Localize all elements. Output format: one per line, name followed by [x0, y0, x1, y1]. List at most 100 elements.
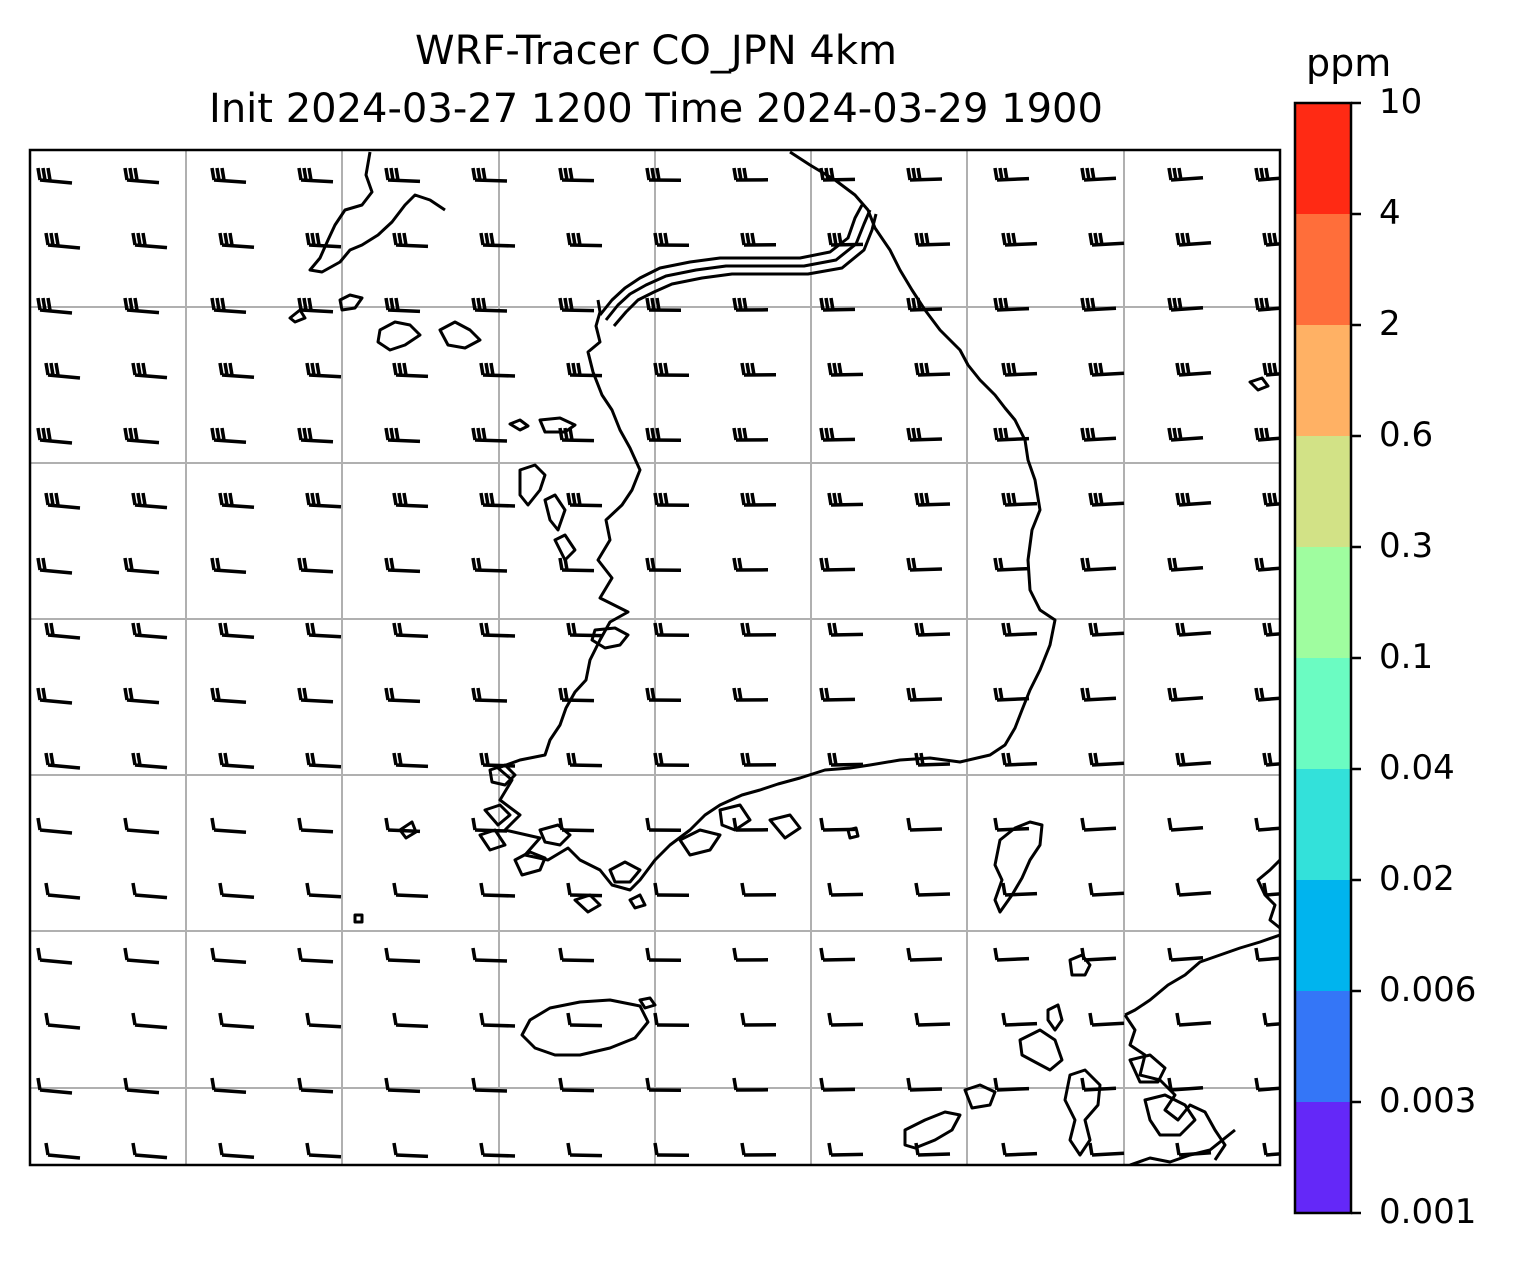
wind-barb — [1254, 817, 1280, 832]
wind-barb — [305, 362, 342, 379]
wind-barb — [1167, 557, 1204, 572]
wind-barb — [819, 947, 856, 962]
colorbar-segment — [1295, 436, 1351, 548]
wind-barb — [827, 1012, 864, 1027]
wind-barb — [558, 947, 595, 963]
wind-barb — [566, 492, 603, 508]
wind-barb — [210, 297, 247, 314]
wind-barb — [479, 1142, 516, 1158]
wind-barb — [384, 427, 421, 444]
wind-barb — [471, 427, 508, 443]
wind-barb — [558, 557, 595, 573]
wind-barb — [1175, 752, 1212, 767]
wind-barb — [36, 817, 73, 835]
wind-barb — [1175, 232, 1212, 247]
wind-barb — [1254, 557, 1280, 572]
wind-barb — [384, 297, 421, 314]
wind-barb — [471, 1077, 508, 1093]
wind-barb — [1080, 297, 1117, 312]
colorbar-segment — [1295, 1102, 1351, 1214]
colorbar-tick-label: 0.6 — [1379, 415, 1434, 455]
wind-barb — [732, 297, 769, 312]
colorbar-segment — [1295, 214, 1351, 326]
wind-barb — [645, 557, 682, 572]
wind-barb — [210, 1077, 247, 1094]
wind-barb — [827, 622, 864, 637]
colorbar-tick-label: 0.04 — [1379, 748, 1455, 788]
wind-barb — [566, 752, 603, 768]
wind-barb — [914, 232, 951, 247]
wind-barb — [297, 427, 334, 444]
wind-barb — [566, 362, 603, 378]
wind-barb — [1175, 622, 1212, 637]
wind-barb — [1001, 1142, 1038, 1157]
wind-barb — [1080, 687, 1117, 702]
wind-barb — [653, 622, 690, 637]
wind-barb — [1080, 557, 1117, 572]
wind-barb — [305, 1142, 342, 1159]
map-title-line1: WRF-Tracer CO_JPN 4km — [415, 28, 897, 74]
wind-barb — [1167, 687, 1204, 702]
wind-barb — [645, 297, 682, 312]
wind-barb — [123, 557, 160, 575]
colorbar-segment — [1295, 991, 1351, 1103]
wind-barb — [1001, 882, 1038, 897]
wind-barb — [297, 947, 334, 964]
wind-barb — [827, 362, 864, 377]
wind-barb — [819, 817, 856, 832]
wind-barb — [210, 427, 247, 444]
wind-barb — [297, 687, 334, 704]
wind-barb — [479, 362, 516, 378]
wind-barb — [732, 1077, 769, 1092]
colorbar-tick-label: 0.003 — [1379, 1081, 1477, 1121]
wind-barb — [384, 167, 421, 184]
wind-barb — [392, 1012, 429, 1029]
wind-barb — [479, 492, 516, 508]
wind-barb — [827, 492, 864, 507]
wind-barb — [44, 362, 81, 380]
wind-barb — [732, 687, 769, 702]
wind-barb — [218, 232, 255, 249]
wind-barb — [653, 882, 690, 897]
wind-barb — [36, 947, 73, 965]
wind-barb — [1254, 427, 1280, 442]
wind-barb — [218, 622, 255, 639]
wind-barb — [297, 167, 334, 184]
wind-barb — [558, 1077, 595, 1093]
wind-barb — [993, 427, 1030, 442]
wind-barb — [384, 947, 421, 964]
wind-barb — [44, 882, 81, 900]
wind-barb — [1080, 1077, 1117, 1092]
wind-barb — [123, 817, 160, 835]
wind-barb — [566, 622, 603, 638]
wind-barb — [1254, 297, 1280, 312]
wind-barb — [384, 1077, 421, 1094]
wind-barb — [653, 752, 690, 767]
wind-barb — [479, 882, 516, 898]
wind-barb — [566, 1142, 603, 1158]
wind-barb — [210, 167, 247, 184]
colorbar-segment — [1295, 103, 1351, 215]
wind-barb — [653, 492, 690, 507]
wind-barb — [906, 427, 943, 442]
wind-barb — [819, 167, 856, 182]
wind-barb — [914, 1142, 951, 1157]
wind-barb — [740, 1012, 777, 1027]
wind-barb — [131, 492, 168, 510]
wind-barb — [305, 1012, 342, 1029]
wind-barb — [392, 362, 429, 379]
wind-barb — [210, 557, 247, 574]
wind-barb — [131, 752, 168, 770]
wind-barb — [479, 232, 516, 248]
wind-barb — [305, 752, 342, 769]
wind-barb — [819, 687, 856, 702]
wind-barb — [297, 817, 334, 834]
wind-barb — [1001, 752, 1038, 767]
wind-barbs — [36, 167, 1280, 1160]
wind-barb — [732, 557, 769, 572]
wind-barb — [1001, 492, 1038, 507]
wind-barb — [131, 622, 168, 640]
map-title-line2: Init 2024-03-27 1200 Time 2024-03-29 190… — [209, 86, 1103, 132]
wind-barb — [36, 427, 73, 445]
wind-barb — [297, 1077, 334, 1094]
